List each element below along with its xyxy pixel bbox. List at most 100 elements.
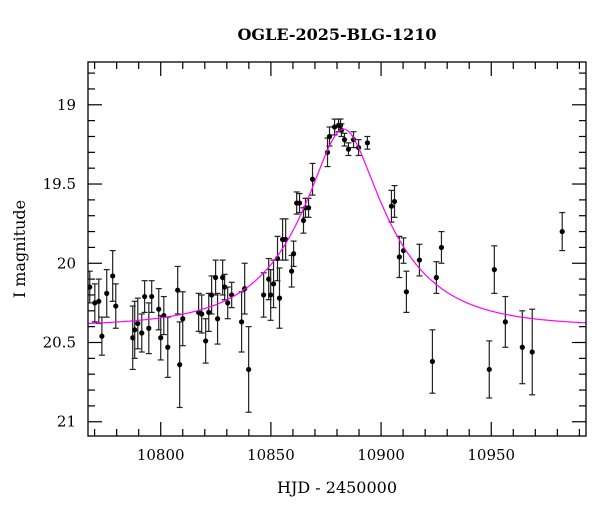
point-marker [110,273,116,279]
point-marker [130,335,136,341]
data-point [388,189,395,223]
point-marker [396,254,402,260]
point-marker [165,344,171,350]
y-tick-labels: 19 19.5 20 20.5 21 [43,96,76,431]
data-point [416,243,423,277]
point-marker [222,284,228,290]
data-point [288,254,295,288]
point-marker [266,276,272,282]
data-point [350,131,357,149]
data-point [205,292,212,333]
point-marker [416,257,423,263]
point-marker [113,303,119,309]
y-tick-label: 20.5 [43,334,76,352]
point-marker [268,292,274,298]
point-marker [142,293,148,300]
data-point [364,135,371,150]
point-marker [238,319,245,325]
point-marker [290,251,297,257]
data-point [559,211,566,252]
data-point [433,261,440,294]
data-point [134,297,141,350]
y-tick-label: 21 [57,413,76,431]
point-marker [296,200,303,206]
point-marker [88,284,93,290]
point-marker [502,319,508,325]
data-point [214,292,221,345]
point-marker [149,293,155,300]
y-tick-label: 20 [57,254,76,272]
point-marker [391,198,398,205]
data-point [174,265,181,315]
data-point [98,316,105,356]
data-point [290,240,297,268]
data-point [228,281,235,309]
point-marker [203,338,209,344]
data-point [486,340,493,399]
data-point [276,267,283,329]
point-marker [180,316,186,322]
data-points [88,118,566,413]
point-marker [438,244,445,251]
x-tick-label: 10950 [467,446,515,464]
point-marker [92,300,98,306]
point-marker [261,292,267,298]
data-point [403,270,410,313]
data-point [164,316,171,378]
data-point [309,162,316,196]
data-point [438,230,445,264]
data-point [212,259,219,296]
point-marker [135,320,141,327]
point-marker [529,349,535,355]
data-point [103,269,110,318]
data-point [179,291,186,347]
data-point [141,280,148,313]
point-marker [300,217,307,224]
point-marker [146,325,152,331]
point-marker [225,300,231,306]
x-tick-label: 10900 [357,446,405,464]
data-point [345,142,352,157]
data-point [221,273,228,301]
point-marker [433,274,439,281]
data-point [265,257,272,301]
point-marker [214,316,221,322]
x-axis-label: HJD - 2450000 [277,478,397,497]
point-marker [209,292,215,298]
point-marker [345,146,352,152]
data-point [238,291,245,353]
point-marker [246,366,252,373]
point-marker [364,140,371,146]
x-tick-label: 10850 [247,446,295,464]
point-marker [289,268,295,274]
point-marker [326,133,333,140]
data-point [202,318,209,364]
y-axis-label: I magnitude [10,200,29,298]
data-point [245,326,252,413]
point-marker [104,290,110,296]
y-tick-label: 19.5 [43,175,76,193]
point-marker [519,344,525,350]
x-tick-labels: 10800 10850 10900 10950 [137,446,515,464]
axis-ticks [88,62,586,436]
point-marker [139,330,145,336]
point-marker [99,333,105,339]
data-point [341,132,348,147]
model-curve [88,128,586,325]
data-point [160,295,167,336]
data-point [519,310,526,385]
data-point [198,294,205,334]
x-tick-label: 10800 [137,446,185,464]
data-point [267,269,274,321]
point-marker [199,311,205,317]
point-marker [156,306,162,312]
data-point [429,329,436,394]
point-marker [429,358,436,365]
data-point [88,270,93,304]
data-point [91,283,98,323]
plot-frame [87,61,587,437]
point-marker [177,362,183,368]
data-point [155,288,162,331]
data-point [391,185,398,218]
